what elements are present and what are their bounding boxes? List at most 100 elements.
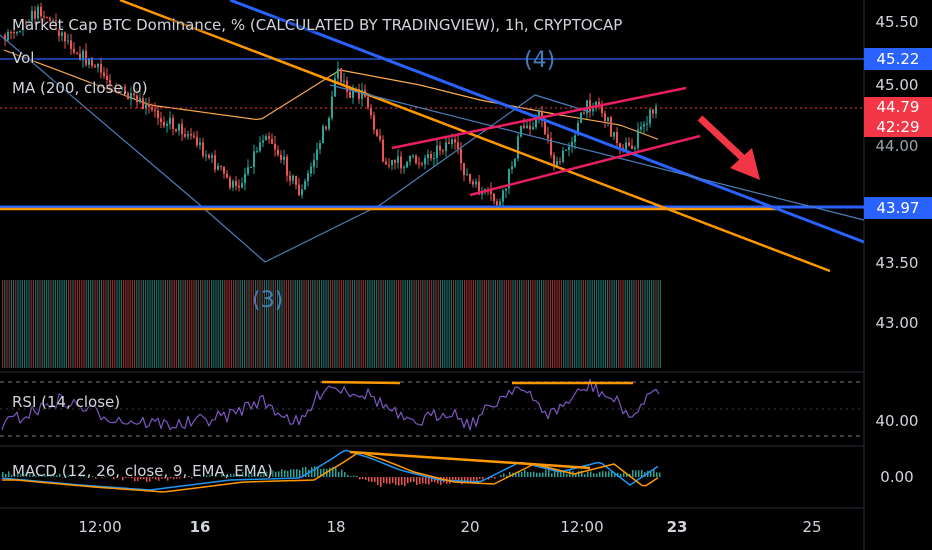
- candle-body: [193, 135, 195, 138]
- macd-histogram-bar: [263, 473, 265, 477]
- candle-body: [574, 135, 576, 142]
- volume-bar: [285, 280, 287, 368]
- channel-lower-line: [469, 134, 701, 197]
- macd-histogram-bar: [83, 474, 85, 477]
- candle-body: [640, 126, 642, 130]
- macd-histogram-bar: [245, 473, 247, 477]
- macd-histogram-bar: [11, 474, 13, 477]
- volume-bar: [444, 280, 446, 368]
- candle-body: [424, 157, 426, 165]
- candle-body: [262, 140, 264, 143]
- volume-bar: [125, 280, 127, 368]
- volume-bar: [373, 280, 375, 368]
- volume-bar: [268, 280, 270, 368]
- candle-body: [601, 105, 603, 114]
- candle-body: [562, 150, 564, 162]
- volume-bar: [571, 280, 573, 368]
- macd-histogram-bar: [380, 477, 382, 487]
- candle-body: [277, 149, 279, 155]
- volume-bar: [281, 280, 283, 368]
- macd-histogram-bar: [5, 474, 7, 477]
- candle-body: [334, 78, 336, 97]
- volume-bar: [428, 280, 430, 368]
- macd-histogram-bar: [395, 477, 397, 485]
- candle-body: [535, 117, 537, 128]
- volume-bar: [499, 280, 501, 368]
- volume-bar: [626, 280, 628, 368]
- volume-bar: [266, 280, 268, 368]
- macd-histogram-bar: [404, 477, 406, 487]
- macd-histogram-bar: [248, 471, 250, 477]
- volume-bar: [642, 280, 644, 368]
- volume-bar: [552, 280, 554, 368]
- macd-histogram-bar: [341, 469, 343, 477]
- candle-body: [73, 48, 75, 53]
- volume-bar: [184, 280, 186, 368]
- candle-body: [370, 107, 372, 116]
- macd-histogram-bar: [299, 470, 301, 477]
- volume-bar: [615, 280, 617, 368]
- macd-histogram-bar: [275, 471, 277, 477]
- macd-histogram-bar: [386, 477, 388, 484]
- candle-body: [145, 104, 147, 109]
- candle-body: [106, 75, 108, 80]
- candle-body: [349, 91, 351, 98]
- macd-histogram-bar: [632, 470, 634, 477]
- macd-histogram-bar: [350, 476, 352, 477]
- volume-bar: [334, 280, 336, 368]
- candle-body: [190, 134, 192, 136]
- volume-bar: [532, 280, 534, 368]
- x-tick-23: 23: [666, 518, 688, 536]
- volume-bar: [28, 280, 30, 368]
- macd-histogram-bar: [323, 468, 325, 477]
- candle-body: [634, 147, 636, 149]
- volume-bar: [164, 280, 166, 368]
- volume-bar: [195, 280, 197, 368]
- macd-divergence-line: [349, 450, 591, 470]
- candle-body: [211, 155, 213, 158]
- volume-bar: [582, 280, 584, 368]
- macd-histogram-bar: [143, 477, 145, 480]
- macd-histogram-bar: [575, 473, 577, 477]
- volume-bar: [178, 280, 180, 368]
- macd-histogram-bar: [428, 477, 430, 485]
- macd-histogram-bar: [62, 477, 64, 478]
- volume-bar: [98, 280, 100, 368]
- volume-bar: [180, 280, 182, 368]
- volume-bar: [613, 280, 615, 368]
- macd-histogram-bar: [638, 470, 640, 477]
- volume-bar: [574, 280, 576, 368]
- macd-histogram-bar: [287, 471, 289, 477]
- volume-bar: [103, 280, 105, 368]
- candle-body: [382, 139, 384, 162]
- macd-histogram-bar: [518, 471, 520, 477]
- macd-histogram-bar: [227, 475, 229, 477]
- candle-body: [271, 138, 273, 144]
- macd-histogram-bar: [242, 471, 244, 477]
- macd-histogram-bar: [155, 477, 157, 480]
- macd-legend: MACD (12, 26, close, 9, EMA, EMA): [12, 462, 273, 480]
- volume-bar: [158, 280, 160, 368]
- volume-bar: [116, 280, 118, 368]
- candle-body: [337, 68, 339, 79]
- macd-histogram-bar: [158, 477, 160, 481]
- volume-bar: [593, 280, 595, 368]
- macd-histogram-bar: [224, 475, 226, 477]
- candle-body: [493, 193, 495, 202]
- macd-histogram-bar: [368, 477, 370, 482]
- volume-bar: [384, 280, 386, 368]
- candle-body: [10, 31, 12, 33]
- candle-body: [436, 145, 438, 158]
- macd-histogram-bar: [557, 471, 559, 477]
- volume-bar: [169, 280, 171, 368]
- macd-histogram-bar: [359, 477, 361, 480]
- volume-bar: [464, 280, 466, 368]
- volume-bar: [653, 280, 655, 368]
- volume-bar: [367, 280, 369, 368]
- macd-histogram-bar: [173, 477, 175, 480]
- macd-histogram-bar: [335, 467, 337, 477]
- volume-bar: [453, 280, 455, 368]
- volume-bar: [290, 280, 292, 368]
- volume-bar: [310, 280, 312, 368]
